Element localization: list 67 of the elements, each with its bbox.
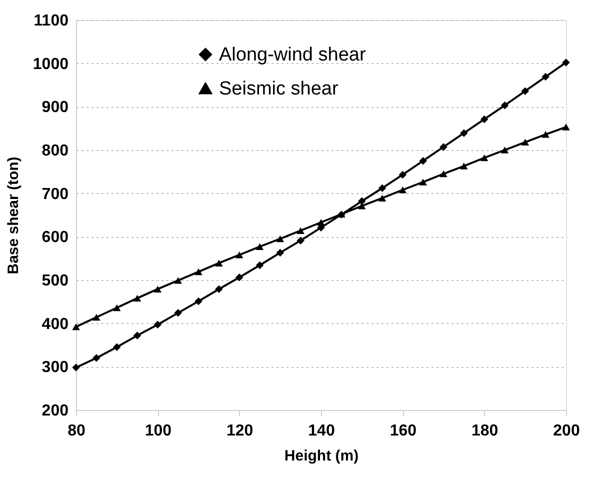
point [378,184,386,192]
y-tick-label: 700 [42,186,69,203]
point [256,243,264,250]
point [276,248,284,257]
x-tick-label: 80 [68,422,86,440]
point [112,343,121,352]
point [133,294,142,302]
point [194,297,202,306]
point [562,58,570,66]
point [358,197,366,206]
point [398,186,407,194]
point [480,115,488,124]
point [521,138,530,146]
point [296,236,304,244]
point [419,156,427,165]
point [296,227,304,234]
legend-label: Along-wind shear [219,44,366,66]
point [154,286,162,292]
point [72,364,80,372]
point [500,101,509,110]
y-tick-label: 500 [42,272,69,290]
point [562,124,570,130]
point [419,178,427,186]
point [92,354,100,362]
point [542,72,550,81]
point [440,143,448,151]
y-tick-label: 800 [42,142,69,160]
y-tick-label: 400 [42,316,69,333]
x-tick-label: 180 [471,422,498,440]
point [276,235,284,242]
point [194,268,202,276]
point [235,274,244,282]
point [398,170,407,179]
point [174,277,182,284]
x-tick-label: 140 [308,422,335,440]
point [460,162,468,170]
x-tick-label: 100 [144,422,172,440]
point [500,146,509,154]
y-tick-label: 1100 [34,12,69,30]
y-tick-label: 600 [42,229,69,246]
point [440,170,448,178]
point [174,309,182,317]
point [72,323,80,330]
point [154,320,162,329]
point [256,261,264,270]
point [92,314,100,321]
y-tick-label: 200 [42,402,69,420]
point [460,129,468,137]
point [215,285,223,293]
point [378,194,386,202]
y-tick-label: 900 [42,99,69,116]
point [133,332,142,340]
legend-label: Seismic shear [219,78,339,100]
point [112,304,121,312]
x-axis-title: Height (m) [284,448,359,464]
point [542,131,550,138]
point [317,219,325,226]
y-axis-title: Base shear (ton) [4,156,22,274]
point [521,87,530,95]
x-tick-label: 120 [226,422,254,440]
point [480,154,488,162]
x-tick-label: 200 [553,422,580,440]
y-tick-label: 300 [42,359,69,376]
point [235,252,244,258]
y-tick-label: 1000 [32,56,69,73]
x-tick-label: 160 [390,422,417,440]
point [215,260,223,266]
